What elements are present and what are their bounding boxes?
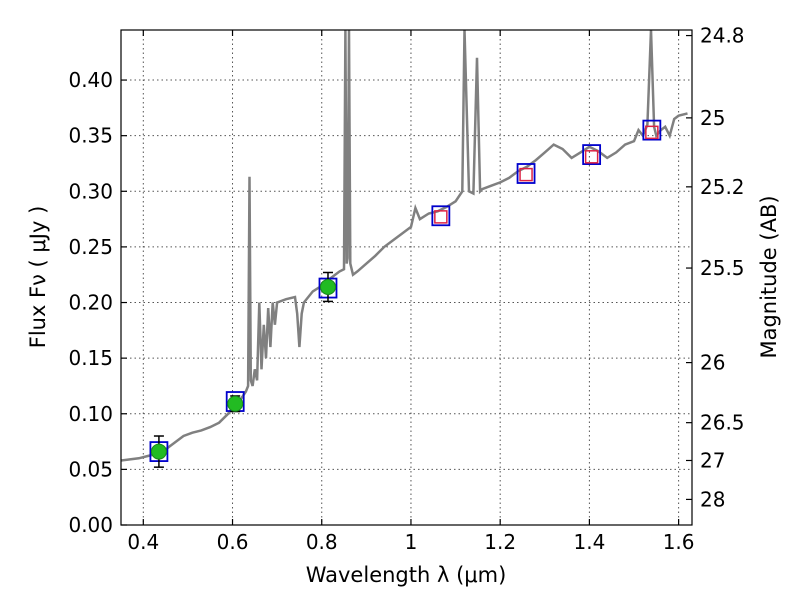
red-square-marker xyxy=(519,167,533,182)
y-tick-label: 0.15 xyxy=(68,346,113,370)
x-tick-label: 0.6 xyxy=(217,530,249,554)
y-axis-right: 24.8 25 25.2 25.5 26 26.5 27 28 xyxy=(686,24,745,511)
y-tick-label: 0.30 xyxy=(68,179,113,203)
red-square-marker xyxy=(584,150,599,164)
x-tick-label: 1 xyxy=(405,530,418,554)
y-tick-label: 0.05 xyxy=(68,457,113,481)
y-axis-right-label: Magnitude (AB) xyxy=(757,195,781,358)
x-tick-label: 0.4 xyxy=(127,530,159,554)
observed-point xyxy=(319,278,336,295)
right-tick-label: 26.5 xyxy=(700,411,745,435)
plot-frame xyxy=(120,29,693,526)
right-tick-label: 25.5 xyxy=(700,256,745,280)
y-tick-label: 0.20 xyxy=(68,291,113,315)
plot-area xyxy=(121,30,688,462)
model-photometry-box xyxy=(582,144,602,165)
right-tick-label: 28 xyxy=(700,487,725,511)
y-tick-label: 0.35 xyxy=(68,124,113,148)
model-photometry-box xyxy=(516,163,536,184)
y-axis-label: Flux Fν ( μJy ) xyxy=(26,206,50,349)
model-photometry-box xyxy=(642,119,662,141)
right-tick-label: 27 xyxy=(700,448,725,472)
y-axis-left: 0.00 0.05 0.10 0.15 0.20 0.25 0.30 0.35 0.40 xyxy=(68,68,127,537)
y-tick-label: 0.25 xyxy=(68,235,113,259)
y-tick-label: 0.10 xyxy=(68,402,113,426)
red-square-marker xyxy=(645,125,659,140)
right-tick-label: 25.2 xyxy=(700,175,745,199)
y-tick-label: 0.00 xyxy=(68,513,113,537)
observed-point xyxy=(150,443,167,460)
red-square-marker xyxy=(434,210,448,224)
right-tick-label: 24.8 xyxy=(700,24,745,48)
x-axis: 0.4 0.6 0.8 1 1.2 1.4 1.6 xyxy=(127,30,695,554)
right-tick-label: 25 xyxy=(700,106,725,130)
x-tick-label: 1.6 xyxy=(663,530,695,554)
x-tick-label: 1.4 xyxy=(573,530,605,554)
grid xyxy=(121,30,692,525)
x-tick-label: 1.2 xyxy=(484,530,516,554)
observed-point xyxy=(227,395,244,412)
model-spectrum-line xyxy=(121,30,688,462)
x-axis-label: Wavelength λ (μm) xyxy=(306,563,507,587)
data-markers xyxy=(149,119,662,468)
right-tick-label: 26 xyxy=(700,351,725,375)
x-tick-label: 0.8 xyxy=(306,530,338,554)
model-photometry-box xyxy=(431,205,451,227)
y-tick-label: 0.40 xyxy=(68,68,113,92)
